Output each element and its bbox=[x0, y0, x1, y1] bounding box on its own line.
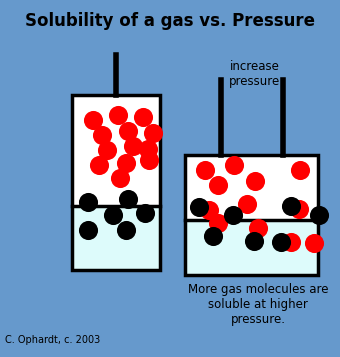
Point bbox=[206, 207, 212, 213]
Point bbox=[104, 147, 110, 153]
Point bbox=[146, 157, 152, 163]
Point bbox=[99, 132, 105, 138]
Point bbox=[251, 238, 257, 244]
Point bbox=[210, 233, 216, 239]
Point bbox=[123, 160, 129, 166]
Point bbox=[85, 199, 91, 205]
Bar bbox=[185, 220, 318, 275]
Point bbox=[288, 203, 294, 209]
Point bbox=[85, 227, 91, 233]
Point bbox=[231, 162, 237, 168]
Point bbox=[96, 162, 102, 168]
Point bbox=[316, 212, 322, 218]
Point bbox=[130, 143, 136, 149]
Point bbox=[255, 225, 261, 231]
Point bbox=[278, 239, 284, 245]
Point bbox=[115, 112, 121, 118]
Point bbox=[230, 212, 236, 218]
Point bbox=[142, 210, 148, 216]
Point bbox=[215, 182, 221, 188]
Point bbox=[215, 220, 221, 226]
Point bbox=[296, 206, 302, 212]
Bar bbox=[185, 155, 318, 275]
Text: More gas molecules are
soluble at higher
pressure.: More gas molecules are soluble at higher… bbox=[188, 283, 328, 326]
Point bbox=[123, 227, 129, 233]
Point bbox=[110, 212, 116, 218]
Point bbox=[150, 130, 156, 136]
Point bbox=[90, 117, 96, 123]
Point bbox=[140, 114, 146, 120]
Text: C. Ophardt, c. 2003: C. Ophardt, c. 2003 bbox=[5, 335, 100, 345]
Point bbox=[145, 146, 151, 152]
Text: Solubility of a gas vs. Pressure: Solubility of a gas vs. Pressure bbox=[25, 12, 315, 30]
Point bbox=[125, 128, 131, 134]
Point bbox=[297, 167, 303, 173]
Point bbox=[202, 167, 208, 173]
Point bbox=[196, 204, 202, 210]
Point bbox=[244, 201, 250, 207]
Point bbox=[125, 196, 131, 202]
Bar bbox=[72, 95, 160, 206]
Point bbox=[311, 240, 317, 246]
Bar bbox=[72, 95, 160, 270]
Bar bbox=[72, 206, 160, 270]
Text: increase
pressure: increase pressure bbox=[230, 60, 280, 88]
Point bbox=[117, 175, 123, 181]
Point bbox=[252, 178, 258, 184]
Point bbox=[288, 239, 294, 245]
Bar bbox=[185, 155, 318, 220]
